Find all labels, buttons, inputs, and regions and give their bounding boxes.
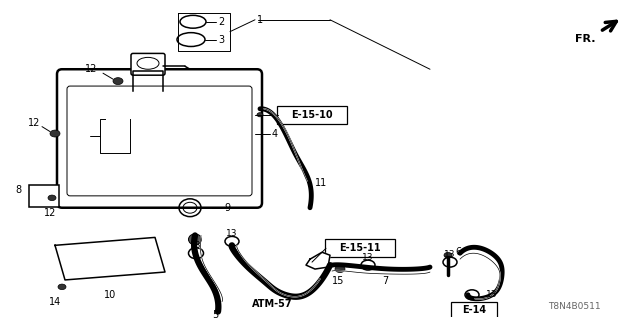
Ellipse shape: [50, 130, 60, 137]
Text: 2: 2: [218, 17, 224, 27]
FancyBboxPatch shape: [57, 69, 262, 208]
FancyBboxPatch shape: [325, 239, 395, 257]
Text: E-15-11: E-15-11: [339, 243, 381, 253]
Polygon shape: [55, 237, 165, 280]
Text: 13: 13: [190, 241, 202, 250]
Polygon shape: [306, 252, 330, 269]
Text: E-15-10: E-15-10: [291, 110, 333, 120]
Text: 12: 12: [85, 64, 97, 74]
Text: 4: 4: [272, 129, 278, 139]
Text: 1: 1: [257, 15, 263, 25]
Text: 3: 3: [218, 35, 224, 44]
FancyBboxPatch shape: [29, 185, 59, 207]
Text: 8: 8: [15, 185, 21, 195]
Text: 13: 13: [444, 250, 456, 259]
Ellipse shape: [58, 284, 66, 290]
Text: 12: 12: [28, 118, 40, 128]
Ellipse shape: [444, 252, 452, 258]
Text: 13: 13: [227, 229, 237, 238]
Text: T8N4B0511: T8N4B0511: [548, 302, 600, 311]
Text: 13: 13: [362, 253, 374, 262]
Text: 9: 9: [224, 203, 230, 213]
Text: 5: 5: [212, 309, 218, 320]
FancyBboxPatch shape: [451, 302, 497, 318]
Text: FR.: FR.: [575, 34, 596, 44]
Text: ATM-57: ATM-57: [252, 299, 292, 309]
Text: 7: 7: [382, 276, 388, 286]
Ellipse shape: [48, 195, 56, 201]
Ellipse shape: [335, 266, 345, 273]
Text: 11: 11: [315, 178, 327, 188]
Ellipse shape: [257, 113, 263, 117]
FancyBboxPatch shape: [67, 86, 252, 196]
Ellipse shape: [189, 234, 202, 245]
Text: 10: 10: [104, 290, 116, 300]
Text: 15: 15: [332, 276, 344, 286]
Text: 13: 13: [486, 290, 497, 299]
Ellipse shape: [113, 78, 123, 84]
Text: 6: 6: [455, 247, 461, 257]
Text: E-14: E-14: [462, 305, 486, 315]
FancyBboxPatch shape: [277, 106, 347, 124]
FancyBboxPatch shape: [131, 53, 165, 75]
Text: 12: 12: [44, 208, 56, 218]
Text: 14: 14: [49, 297, 61, 307]
